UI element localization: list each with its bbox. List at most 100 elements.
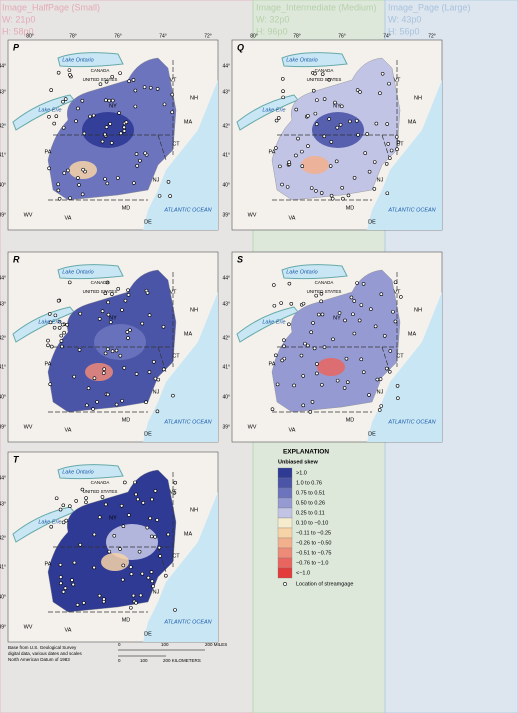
streamgage [382, 334, 387, 338]
streamgage [116, 176, 120, 180]
streamgage [104, 98, 108, 103]
streamgage [144, 400, 148, 404]
streamgage [110, 292, 114, 296]
map-label: NY [109, 515, 117, 521]
streamgage [294, 153, 298, 158]
latitude-label: 40° [222, 182, 230, 188]
skew-patch [82, 112, 134, 148]
map-label: MA [184, 331, 193, 337]
streamgage [129, 605, 133, 610]
panel-letter: S [237, 254, 243, 264]
streamgage [98, 82, 103, 86]
map-panel: S Lake Ontario CANADA UNITED STATES Lake Eri… [222, 251, 443, 443]
streamgage [348, 119, 352, 124]
latitude-label: 44° [0, 475, 6, 481]
skew-patch [101, 553, 129, 571]
streamgage [280, 182, 284, 187]
streamgage [131, 78, 136, 82]
latitude-label: 39° [222, 424, 230, 430]
streamgage [344, 356, 349, 361]
streamgage [275, 382, 280, 387]
streamgage [173, 480, 178, 485]
map-label: UNITED STATES [83, 289, 118, 294]
streamgage [394, 135, 399, 139]
streamgage [287, 322, 291, 327]
streamgage [46, 338, 50, 343]
map-label: DE [144, 219, 152, 225]
streamgage [104, 79, 109, 84]
latitude-label: 43° [0, 301, 6, 307]
streamgage [329, 193, 334, 198]
streamgage [274, 118, 279, 123]
streamgage [306, 114, 310, 118]
streamgage [359, 303, 364, 307]
credit: North American Datum of 1983 [8, 657, 70, 662]
streamgage [119, 504, 124, 508]
streamgage [78, 542, 83, 547]
streamgage [76, 106, 80, 111]
streamgage [132, 181, 136, 185]
ocean [143, 80, 218, 230]
streamgage [106, 300, 110, 305]
streamgage [346, 193, 351, 198]
streamgage [95, 400, 99, 404]
streamgage [339, 104, 344, 109]
legend-swatch [277, 557, 293, 569]
map-label: NJ [153, 389, 160, 395]
streamgage [166, 180, 171, 184]
streamgage [150, 579, 155, 584]
latitude-label: 42° [0, 335, 6, 341]
streamgage [129, 565, 133, 569]
streamgage [65, 322, 69, 327]
streamgage [292, 383, 296, 388]
streamgage [138, 593, 143, 598]
streamgage [54, 114, 59, 119]
scale-label: 200 MILES [205, 642, 227, 647]
streamgage [108, 122, 112, 126]
map-label: NJ [153, 589, 160, 595]
streamgage [146, 575, 151, 580]
streamgage [110, 74, 115, 79]
panel-letter: T [13, 454, 20, 464]
longitude-label: 72° [428, 33, 436, 39]
streamgage [84, 500, 88, 505]
streamgage [356, 133, 360, 137]
streamgage [78, 311, 83, 316]
streamgage [57, 319, 62, 324]
map-label: ATLANTIC OCEAN [387, 207, 435, 213]
streamgage [126, 288, 130, 292]
legend-subtitle: Unbiased skew [278, 459, 318, 465]
streamgage [319, 291, 324, 296]
streamgage [322, 134, 327, 139]
map-label: CANADA [91, 68, 110, 73]
streamgage [387, 81, 391, 86]
streamgage [352, 331, 357, 336]
streamgage [343, 318, 347, 323]
latitude-label: 44° [222, 275, 230, 281]
streamgage [59, 339, 64, 343]
streamgage [399, 295, 403, 299]
streamgage [125, 330, 130, 334]
streamgage [157, 545, 162, 550]
map-label: Lake Ontario [286, 269, 318, 275]
streamgage [62, 330, 66, 335]
streamgage [122, 366, 127, 370]
streamgage [147, 313, 152, 318]
streamgage [147, 370, 152, 374]
streamgage [103, 132, 107, 137]
streamgage [110, 349, 115, 354]
longitude-label: 76° [338, 33, 346, 39]
streamgage [388, 156, 392, 160]
latitude-label: 42° [0, 123, 6, 129]
streamgage [118, 547, 122, 551]
streamgage [100, 309, 105, 314]
legend-label: 1.0 to 0.76 [296, 480, 322, 486]
latitude-label: 43° [0, 89, 6, 95]
streamgage [66, 168, 70, 173]
streamgage [106, 347, 110, 351]
skew-patch [94, 324, 146, 360]
streamgage [134, 152, 139, 156]
streamgage [68, 73, 72, 77]
latitude-label: 42° [222, 123, 230, 129]
legend-swatch [277, 507, 293, 519]
